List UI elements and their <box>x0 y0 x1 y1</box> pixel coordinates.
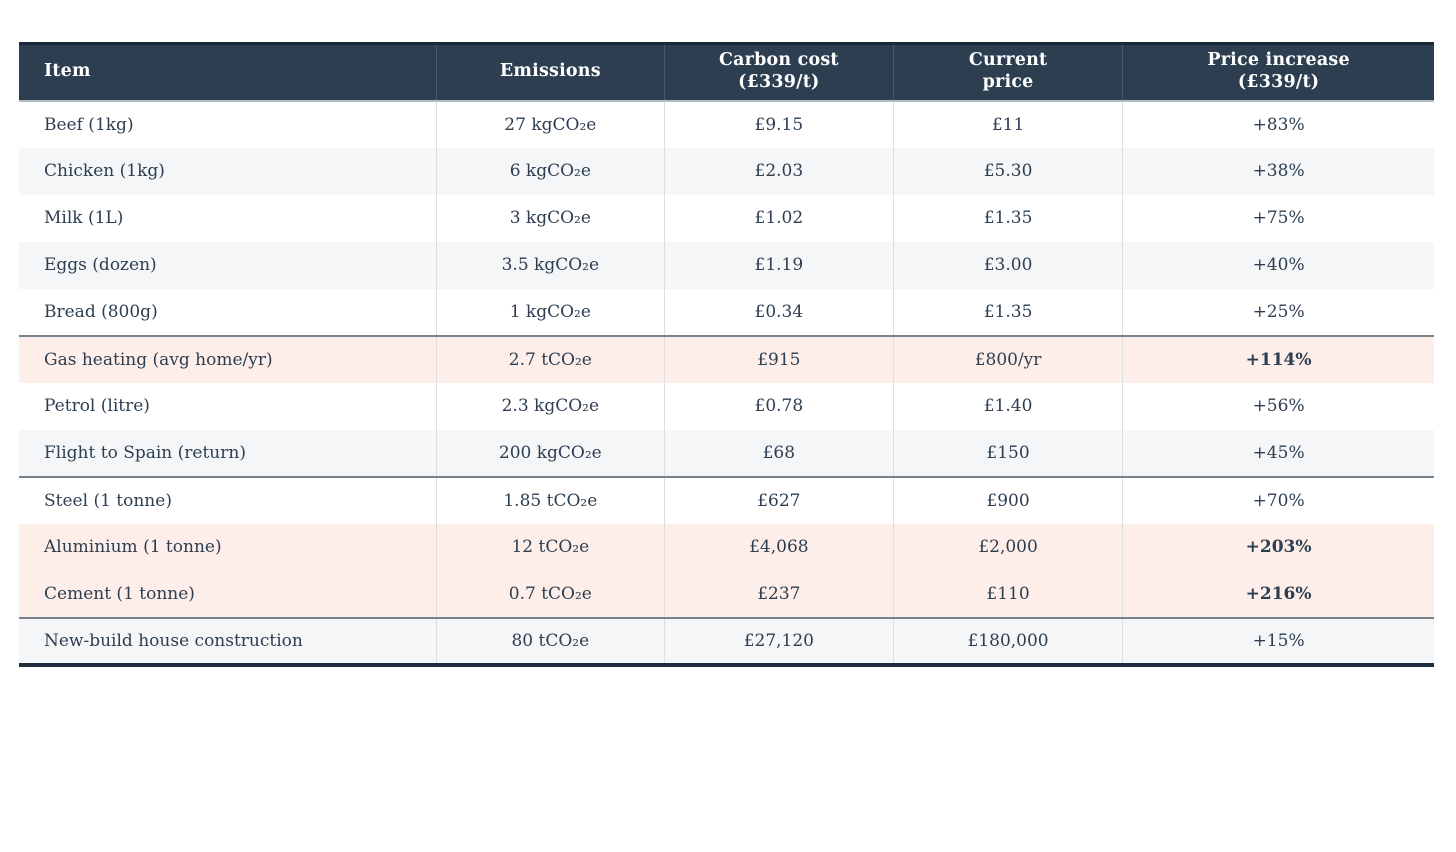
cell-item: Petrol (litre) <box>19 382 437 430</box>
cell-emissions: 6 kgCO₂e <box>436 147 665 195</box>
cell-carbon-cost: £627 <box>664 475 894 524</box>
cell-current-price: £2,000 <box>893 523 1124 571</box>
column-header-emissions: Emissions <box>436 43 665 102</box>
table-row: Beef (1kg) 27 kgCO₂e £9.15 £11 +83% <box>19 100 1434 148</box>
cell-emissions: 1.85 tCO₂e <box>436 475 665 524</box>
cell-price-increase: +83% <box>1252 114 1305 135</box>
cell-price-increase: +70% <box>1122 475 1434 524</box>
cell-current-price: £1.40 <box>893 382 1124 430</box>
table-row: Steel (1 tonne) 1.85 tCO₂e £627 £900 +70… <box>19 475 1434 524</box>
cell-carbon-cost: £68 <box>664 429 894 477</box>
table-row: Eggs (dozen) 3.5 kgCO₂e £1.19 £3.00 +40% <box>19 241 1434 289</box>
cell-current-price: £11 <box>893 100 1124 148</box>
cell-emissions: 27 kgCO₂e <box>436 100 665 148</box>
cell-carbon-cost: £0.78 <box>664 382 894 430</box>
carbon-cost-table-container: Item Emissions Carbon cost (£339/t) Curr… <box>19 42 1434 667</box>
cell-emissions: 3.5 kgCO₂e <box>436 241 665 289</box>
cell-current-price: £1.35 <box>893 194 1124 242</box>
cell-price-increase: +203% <box>1245 537 1312 557</box>
table-header: Item Emissions Carbon cost (£339/t) Curr… <box>19 43 1434 102</box>
cell-emissions: 2.3 kgCO₂e <box>436 382 665 430</box>
cell-carbon-cost: £1.19 <box>664 241 894 289</box>
cell-item: Eggs (dozen) <box>19 241 437 289</box>
cell-price-increase: +216% <box>1245 583 1312 604</box>
cell-price-increase: +25% <box>1252 301 1305 322</box>
header-row: Item Emissions Carbon cost (£339/t) Curr… <box>19 43 1434 102</box>
cell-carbon-cost: £237 <box>664 570 894 618</box>
cell-current-price: £3.00 <box>893 241 1124 289</box>
cell-current-price: £800/yr <box>893 334 1124 383</box>
cell-item: Cement (1 tonne) <box>19 570 437 618</box>
cell-carbon-cost: £0.34 <box>664 288 894 336</box>
table-row: Flight to Spain (return) 200 kgCO₂e £68 … <box>19 429 1434 477</box>
cell-price-increase: +75% <box>1252 208 1305 228</box>
cell-carbon-cost: £4,068 <box>664 523 894 571</box>
cell-item: Flight to Spain (return) <box>19 429 437 477</box>
cell-emissions: 200 kgCO₂e <box>436 429 665 477</box>
cell-emissions: 0.7 tCO₂e <box>436 570 665 618</box>
cell-item: Aluminium (1 tonne) <box>19 523 437 571</box>
cell-price-increase: +114% <box>1122 334 1434 383</box>
cell-price-increase: +15% <box>1122 616 1434 665</box>
cell-current-price: £900 <box>893 475 1124 524</box>
cell-carbon-cost: £9.15 <box>664 100 894 148</box>
cell-carbon-cost: £27,120 <box>664 616 894 665</box>
cell-item: Gas heating (avg home/yr) <box>19 334 437 383</box>
table-row: Cement (1 tonne) 0.7 tCO₂e £237 £110 +21… <box>19 570 1434 618</box>
table-row: Bread (800g) 1 kgCO₂e £0.34 £1.35 +25% <box>19 288 1434 336</box>
cell-current-price: £150 <box>893 429 1124 477</box>
column-header-price-increase: Price increase (£339/t) <box>1122 43 1434 102</box>
cell-item: Bread (800g) <box>19 288 437 336</box>
cell-price-increase: +45% <box>1252 442 1305 463</box>
table-body: Beef (1kg) 27 kgCO₂e £9.15 £11 +83% Chic… <box>19 100 1434 665</box>
cell-current-price: £180,000 <box>893 616 1124 665</box>
cell-emissions: 12 tCO₂e <box>436 523 665 571</box>
table-row: Gas heating (avg home/yr) 2.7 tCO₂e £915… <box>19 334 1434 383</box>
cell-item: Milk (1L) <box>19 194 437 242</box>
column-header-item: Item <box>19 43 437 102</box>
cell-current-price: £1.35 <box>893 288 1124 336</box>
cell-item: New-build house construction <box>19 616 437 665</box>
cell-price-increase: +56% <box>1252 396 1305 416</box>
cell-carbon-cost: £915 <box>664 334 894 383</box>
cell-price-increase: +38% <box>1252 161 1305 181</box>
cell-emissions: 1 kgCO₂e <box>436 288 665 336</box>
cell-item: Steel (1 tonne) <box>19 475 437 524</box>
carbon-cost-table: Item Emissions Carbon cost (£339/t) Curr… <box>19 42 1434 667</box>
cell-current-price: £5.30 <box>893 147 1124 195</box>
cell-item: Chicken (1kg) <box>19 147 437 195</box>
table-row: Milk (1L) 3 kgCO₂e £1.02 £1.35 +75% <box>19 194 1434 242</box>
table-row: Petrol (litre) 2.3 kgCO₂e £0.78 £1.40 +5… <box>19 382 1434 430</box>
table-row: Chicken (1kg) 6 kgCO₂e £2.03 £5.30 +38% <box>19 147 1434 195</box>
cell-current-price: £110 <box>893 570 1124 618</box>
column-header-carbon-cost: Carbon cost (£339/t) <box>664 43 894 102</box>
table-row: Aluminium (1 tonne) 12 tCO₂e £4,068 £2,0… <box>19 523 1434 571</box>
cell-emissions: 3 kgCO₂e <box>436 194 665 242</box>
column-header-current-price: Current price <box>893 43 1124 102</box>
table-row: New-build house construction 80 tCO₂e £2… <box>19 616 1434 665</box>
cell-price-increase: +40% <box>1252 255 1305 275</box>
cell-emissions: 80 tCO₂e <box>436 616 665 665</box>
cell-item: Beef (1kg) <box>19 100 437 148</box>
cell-emissions: 2.7 tCO₂e <box>436 334 665 383</box>
cell-carbon-cost: £2.03 <box>664 147 894 195</box>
cell-carbon-cost: £1.02 <box>664 194 894 242</box>
